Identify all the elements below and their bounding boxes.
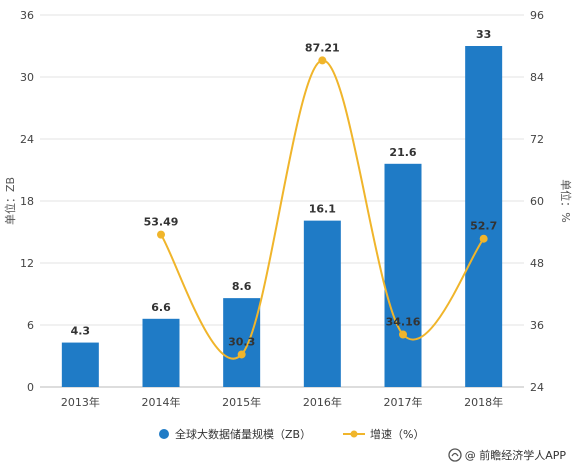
line-point bbox=[479, 234, 488, 243]
legend-label-growth: 增速（%） bbox=[370, 428, 425, 441]
line-point bbox=[157, 230, 165, 239]
line-data-label: 52.7 bbox=[470, 220, 497, 233]
line-marker-icon bbox=[343, 430, 365, 438]
right-tick-label: 24 bbox=[530, 381, 544, 394]
left-tick-label: 30 bbox=[20, 71, 34, 84]
line-point bbox=[318, 56, 327, 65]
bar bbox=[223, 298, 261, 387]
left-axis-title: 单位：ZB bbox=[3, 177, 17, 225]
right-tick-label: 84 bbox=[530, 71, 544, 84]
legend-label-storage: 全球大数据储量规模（ZB） bbox=[175, 428, 312, 441]
line-data-label: 30.3 bbox=[228, 335, 255, 348]
right-tick-label: 60 bbox=[530, 195, 544, 208]
x-tick-label: 2013年 bbox=[61, 395, 100, 409]
line-data-label: 34.16 bbox=[386, 316, 421, 329]
bar-series bbox=[61, 46, 503, 387]
x-tick-label: 2014年 bbox=[142, 395, 181, 409]
left-tick-label: 12 bbox=[20, 257, 34, 270]
left-tick-label: 18 bbox=[20, 195, 34, 208]
line-data-label: 53.49 bbox=[144, 216, 179, 229]
bar-data-labels: 4.3 6.6 8.6 16.1 21.6 33 bbox=[71, 28, 492, 338]
right-tick-label: 96 bbox=[530, 9, 544, 22]
bar bbox=[142, 318, 180, 387]
bar-data-label: 4.3 bbox=[71, 325, 91, 338]
x-tick-label: 2016年 bbox=[303, 395, 342, 409]
footer-credit: @ 前瞻经济学人APP bbox=[464, 449, 566, 462]
x-tick-label: 2015年 bbox=[222, 395, 261, 409]
bar bbox=[465, 46, 503, 387]
growth-rate-data-labels: 53.49 30.3 87.21 34.16 52.7 bbox=[144, 41, 498, 348]
x-tick-label: 2018年 bbox=[464, 395, 503, 409]
legend-item-storage[interactable]: 全球大数据储量规模（ZB） bbox=[158, 426, 311, 442]
bar-data-label: 21.6 bbox=[389, 146, 416, 159]
right-tick-label: 72 bbox=[530, 133, 544, 146]
bar-data-label: 33 bbox=[476, 28, 491, 41]
left-tick-label: 6 bbox=[27, 319, 34, 332]
line-point bbox=[237, 350, 246, 359]
gridlines bbox=[40, 14, 524, 326]
legend: 全球大数据储量规模（ZB） 增速（%） bbox=[0, 422, 576, 446]
bar bbox=[303, 220, 341, 387]
line-point bbox=[399, 330, 407, 339]
blue-dot-icon bbox=[159, 429, 169, 439]
left-tick-label: 36 bbox=[20, 9, 34, 22]
growth-rate-markers bbox=[157, 56, 488, 359]
x-tick-label: 2017年 bbox=[384, 395, 423, 409]
left-tick-label: 0 bbox=[27, 381, 34, 394]
left-axis-ticks: 0 6 12 18 24 30 36 bbox=[20, 9, 34, 394]
right-tick-label: 48 bbox=[530, 257, 544, 270]
bar-data-label: 16.1 bbox=[309, 203, 336, 216]
bar-data-label: 8.6 bbox=[232, 280, 252, 293]
right-tick-label: 36 bbox=[530, 319, 544, 332]
footer: @ 前瞻经济学人APP bbox=[448, 446, 566, 464]
left-tick-label: 24 bbox=[20, 133, 34, 146]
legend-item-growth[interactable]: 增速（%） bbox=[343, 426, 424, 442]
bar bbox=[384, 163, 422, 387]
x-axis-ticks: 2013年 2014年 2015年 2016年 2017年 2018年 bbox=[61, 395, 503, 409]
brand-logo-icon bbox=[448, 448, 462, 462]
right-axis-title: 单位：% bbox=[559, 179, 573, 222]
bar-data-label: 6.6 bbox=[151, 301, 171, 314]
bar bbox=[61, 342, 99, 387]
right-axis-ticks: 24 36 48 60 72 84 96 bbox=[530, 9, 544, 394]
line-data-label: 87.21 bbox=[305, 41, 340, 54]
